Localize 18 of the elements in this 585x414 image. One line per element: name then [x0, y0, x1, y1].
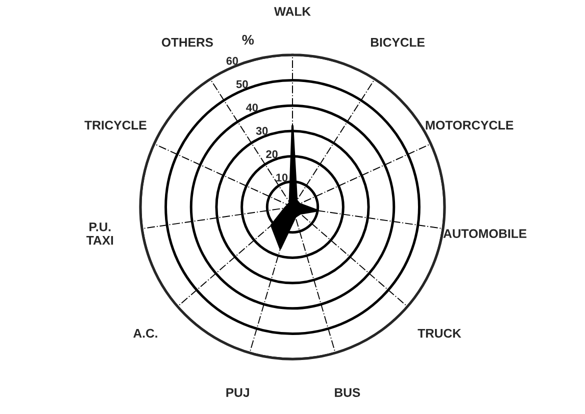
spoke-label: OTHERS: [162, 38, 213, 47]
spoke-label: P.U. TAXI: [86, 222, 113, 245]
spoke-label: AUTOMOBILE: [443, 229, 526, 238]
y-tick-label: 30: [256, 126, 268, 135]
spoke-label: TRUCK: [418, 328, 462, 338]
text: %: [242, 34, 254, 45]
spoke-label: TRICYCLE: [84, 120, 146, 130]
spoke-label: PUJ: [226, 388, 250, 397]
spoke-label: BUS: [334, 388, 360, 397]
y-tick-label: 60: [226, 56, 238, 65]
y-tick-label: 40: [246, 104, 258, 112]
spoke-label: MOTORCYCLE: [426, 120, 514, 130]
y-tick-label: 10: [276, 174, 288, 182]
y-tick-label: 20: [266, 150, 278, 158]
spoke-label: WALK: [274, 7, 311, 16]
spoke-label: BICYCLE: [371, 38, 425, 47]
y-tick-label: 50: [236, 80, 248, 88]
spoke-label: A.C.: [133, 328, 158, 338]
